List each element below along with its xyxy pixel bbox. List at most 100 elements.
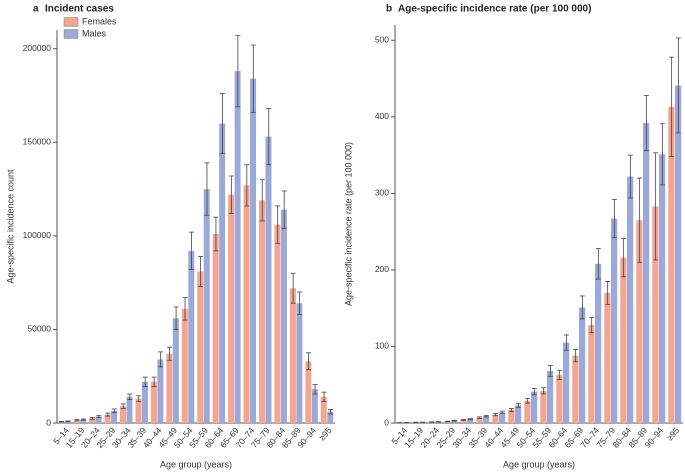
error-bar <box>213 216 219 252</box>
chart-title: Age-specific incidence rate (per 100 000… <box>398 4 591 15</box>
bar <box>228 194 235 423</box>
y-tick-label: 400 <box>375 111 389 121</box>
error-bar <box>105 412 111 417</box>
error-bar <box>58 421 64 423</box>
error-bar <box>563 334 569 351</box>
y-tick-label: 300 <box>375 188 389 198</box>
y-axis-label: Age-specific incidence count <box>5 169 15 284</box>
bar <box>212 233 219 423</box>
bar <box>483 416 490 423</box>
legend-label: Males <box>82 28 107 38</box>
bar <box>531 391 538 423</box>
error-bar <box>158 351 164 368</box>
bar <box>274 224 281 423</box>
error-bar <box>445 420 451 423</box>
bar <box>636 220 643 423</box>
error-bar <box>235 35 241 108</box>
bar <box>627 176 634 423</box>
y-tick-label: 500 <box>375 35 389 45</box>
y-tick-label: 150000 <box>23 137 52 147</box>
error-bar <box>467 418 473 421</box>
error-bar <box>275 205 281 244</box>
bar <box>73 420 80 423</box>
bar <box>259 200 265 423</box>
bar <box>499 412 506 423</box>
bar <box>595 263 602 423</box>
error-bar <box>328 409 334 415</box>
y-tick-label: 0 <box>384 417 389 427</box>
bar <box>111 410 118 423</box>
x-tick-label: ≥95 <box>317 425 334 442</box>
error-bar <box>136 395 142 402</box>
bar <box>675 85 682 423</box>
bar <box>157 359 164 423</box>
bar <box>243 185 250 423</box>
error-bar <box>627 154 633 199</box>
bar <box>80 419 87 423</box>
bar <box>289 288 296 423</box>
error-bar <box>281 190 287 229</box>
x-axis-label: Age group (years) <box>503 459 575 469</box>
bar <box>451 420 458 423</box>
error-bar <box>65 420 71 423</box>
error-bar <box>197 256 203 287</box>
error-bar <box>290 272 296 304</box>
error-bar <box>547 365 553 377</box>
error-bar <box>182 297 188 321</box>
error-bar <box>573 349 579 363</box>
error-bar <box>477 416 483 419</box>
panel-letter: b <box>386 4 392 15</box>
legend-swatch <box>63 17 79 27</box>
bar <box>234 71 241 424</box>
x-tick-label: ≥95 <box>665 425 682 442</box>
error-bar <box>541 387 547 395</box>
bar <box>150 381 157 423</box>
bar <box>172 318 179 423</box>
bar <box>652 206 659 423</box>
bar <box>588 325 595 423</box>
y-tick-label: 200 <box>375 264 389 274</box>
error-bar <box>127 393 133 401</box>
bar <box>188 250 195 423</box>
bar <box>280 209 287 423</box>
bar <box>524 400 531 423</box>
error-bar <box>605 281 611 305</box>
bar <box>556 374 563 423</box>
error-bar <box>74 419 80 422</box>
bar <box>296 303 303 423</box>
bar <box>203 189 210 423</box>
bar <box>604 292 611 423</box>
y-tick-label: 50000 <box>27 324 51 334</box>
error-bar <box>189 231 195 270</box>
bar <box>135 398 142 423</box>
error-bar <box>219 93 225 154</box>
y-tick-label: 200000 <box>23 43 52 53</box>
bar <box>540 390 547 423</box>
error-bar <box>461 419 467 421</box>
error-bar <box>653 152 659 261</box>
y-tick-label: 0 <box>46 417 51 427</box>
error-bar <box>306 352 312 371</box>
bar <box>476 417 483 423</box>
error-bar <box>297 291 303 315</box>
error-bar <box>151 376 157 387</box>
bar <box>611 218 618 423</box>
error-bar <box>483 414 489 418</box>
bar <box>444 421 451 423</box>
error-bar <box>579 295 585 320</box>
error-bar <box>557 369 563 380</box>
error-bar <box>675 37 681 134</box>
error-bar <box>515 403 521 408</box>
legend-swatch <box>63 29 79 39</box>
bar <box>166 353 173 423</box>
bar <box>250 78 257 424</box>
bar <box>460 419 467 423</box>
error-bar <box>643 95 649 151</box>
x-tick-label: 90–94 <box>642 425 665 450</box>
error-bar <box>167 346 173 361</box>
error-bar <box>321 391 327 402</box>
error-bar <box>621 238 627 278</box>
bar <box>126 396 133 423</box>
error-bar <box>659 123 665 186</box>
